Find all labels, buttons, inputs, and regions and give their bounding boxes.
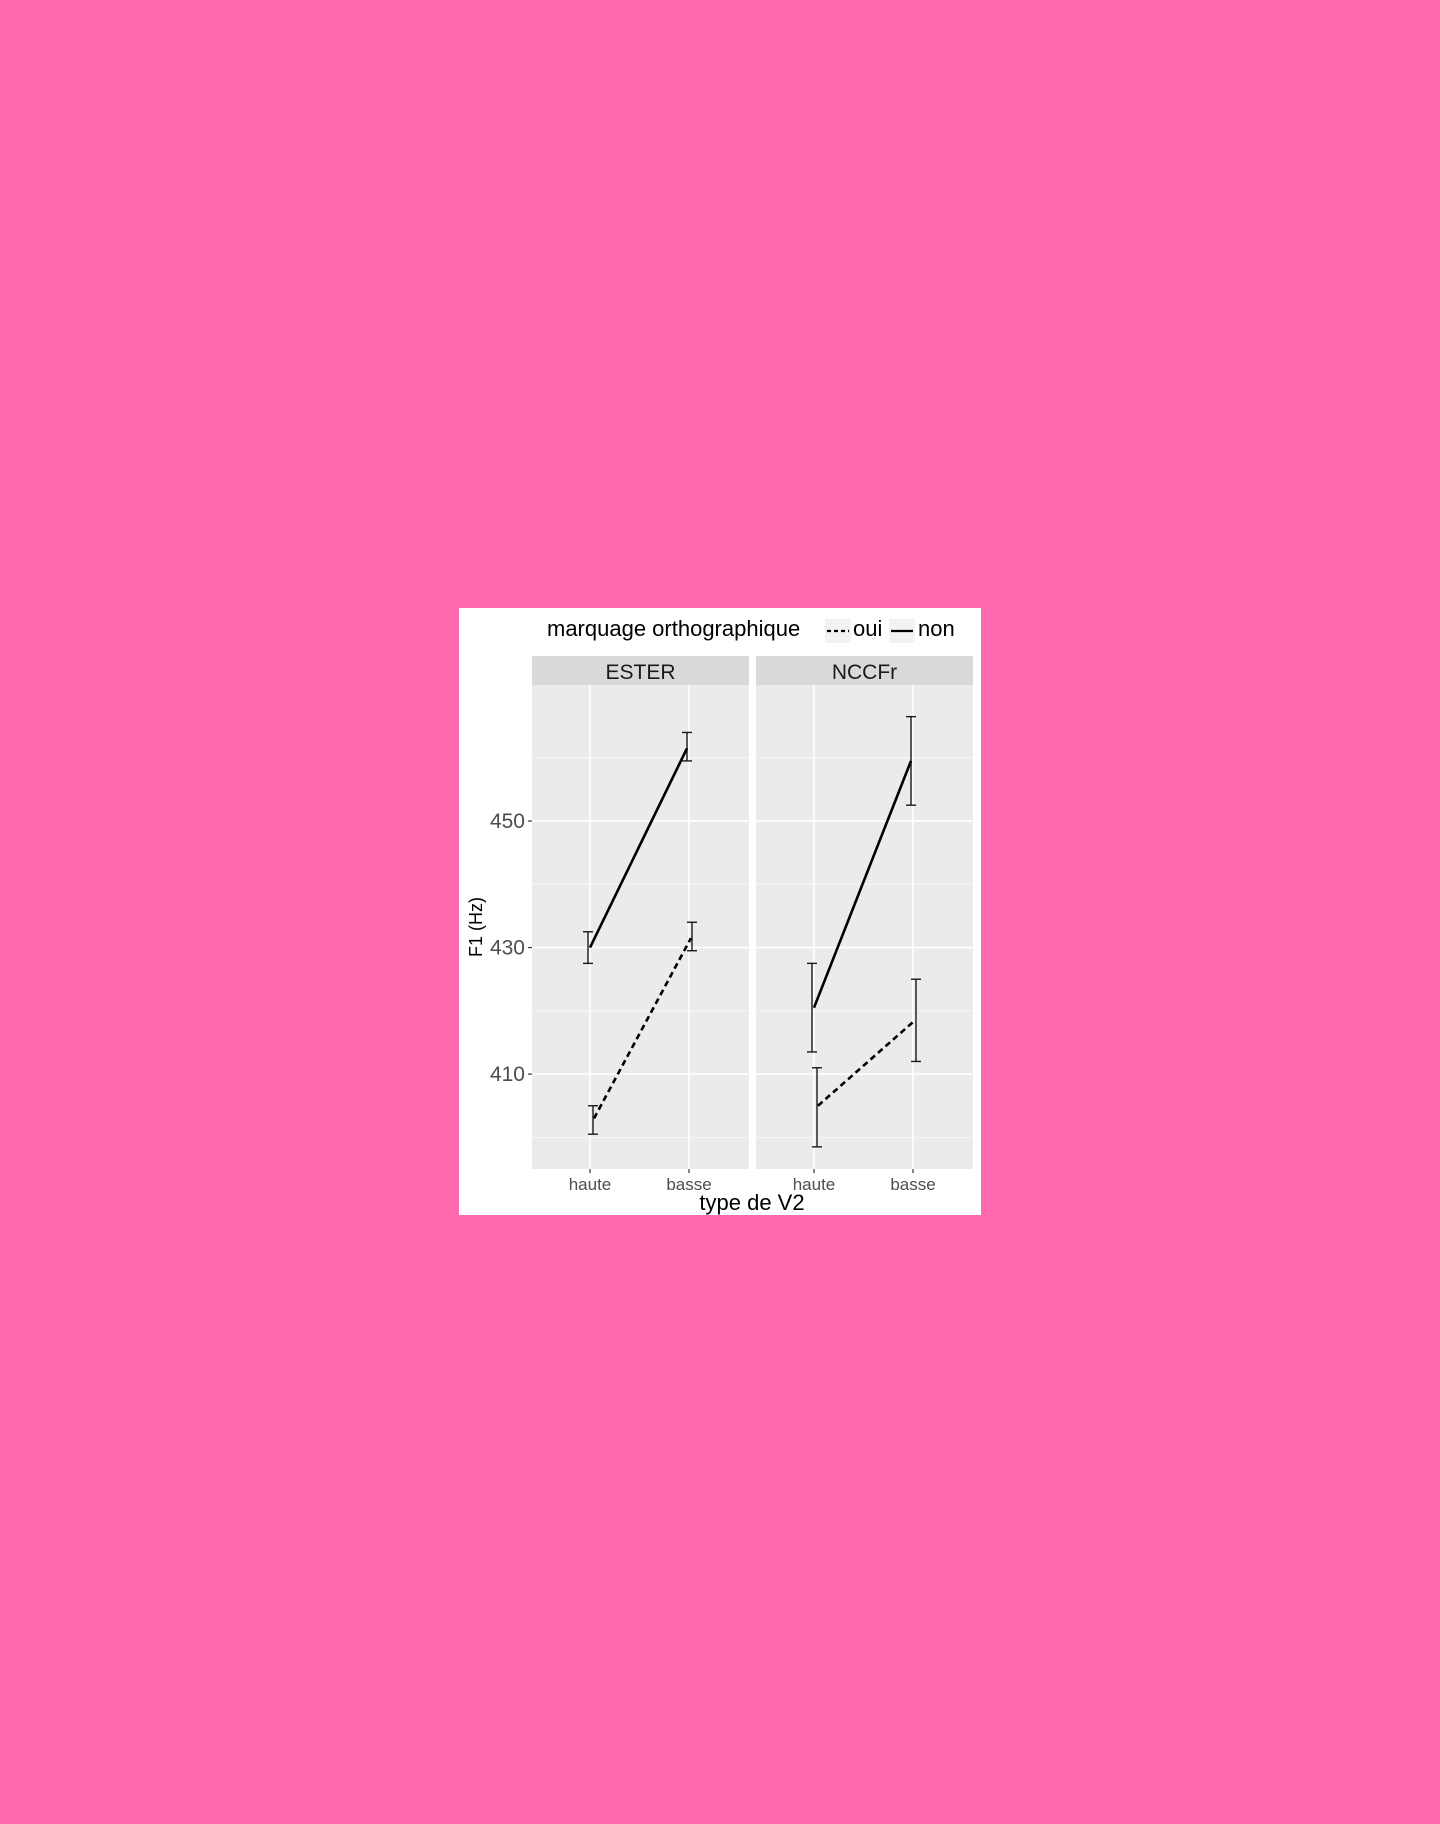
strip-label-ester: ESTER	[605, 661, 675, 684]
strip-label-nccfr: NCCFr	[832, 661, 897, 684]
plot-area-ester	[532, 685, 749, 1169]
x-axis-label: type de V2	[699, 1190, 804, 1215]
strip-nccfr	[756, 656, 973, 685]
x-tick-label-ester-haute: haute	[569, 1175, 612, 1194]
legend: marquage orthographique oui non	[547, 616, 955, 643]
panel-nccfr: NCCFr	[756, 656, 973, 1169]
data-ester	[583, 731, 697, 1135]
series-line-nccfr-non	[812, 760, 913, 1009]
series-line-ester-oui	[592, 937, 693, 1120]
chart-card: marquage orthographique oui non ESTER NC…	[459, 608, 981, 1215]
x-tick-label-nccfr-basse: basse	[890, 1175, 935, 1194]
data-nccfr	[807, 715, 921, 1148]
y-tick-label-430: 430	[490, 937, 525, 960]
x-tick-label-ester-basse: basse	[666, 1175, 711, 1194]
series-line-nccfr-oui	[817, 1019, 916, 1107]
strip-ester	[532, 656, 749, 685]
panel-ester: ESTER	[532, 656, 749, 1169]
legend-label-oui: oui	[853, 616, 882, 641]
legend-title: marquage orthographique	[547, 616, 800, 641]
grid-ester	[532, 685, 749, 1169]
x-tick-label-nccfr-haute: haute	[793, 1175, 836, 1194]
chart-svg: marquage orthographique oui non ESTER NC…	[466, 616, 973, 1215]
series-line-ester-non	[588, 747, 689, 949]
y-axis-label: F1 (Hz)	[466, 897, 486, 957]
y-axis: 410 430 450	[490, 810, 532, 1086]
x-axis: haute basse haute basse	[569, 1169, 936, 1194]
y-tick-label-410: 410	[490, 1063, 525, 1086]
grid-nccfr	[756, 685, 973, 1169]
y-tick-label-450: 450	[490, 810, 525, 833]
plot-area-nccfr	[756, 685, 973, 1169]
legend-label-non: non	[918, 616, 955, 641]
